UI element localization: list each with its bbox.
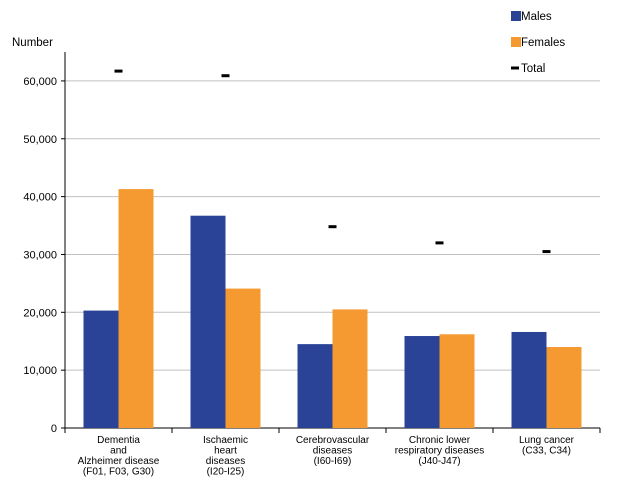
x-category-label: diseases	[206, 456, 245, 467]
x-category-label: and	[110, 446, 127, 457]
bar-males	[190, 215, 226, 428]
y-tick-label: 20,000	[23, 307, 57, 319]
x-category-label: Chronic lower	[409, 435, 471, 446]
x-category-label: Ischaemic	[203, 435, 248, 446]
marker-total	[221, 74, 230, 78]
x-category-label: (C33, C34)	[522, 446, 571, 457]
y-tick-label: 60,000	[23, 76, 57, 88]
legend-label-females: Females	[521, 37, 565, 49]
gridlines	[65, 80, 600, 371]
x-category-label: Lung cancer	[519, 435, 575, 446]
y-axis-label: Number	[12, 37, 53, 49]
y-axis-ticks: 0 10,000 20,000 30,000 40,000 50,000 60,000	[23, 76, 65, 435]
marker-total	[328, 225, 337, 229]
legend: Males Females Total	[511, 11, 565, 75]
legend-label-total: Total	[521, 63, 545, 75]
bar-females	[546, 347, 582, 428]
y-tick-label: 50,000	[23, 134, 57, 146]
legend-label-males: Males	[521, 11, 552, 23]
bar-females	[439, 334, 475, 428]
bar-males	[404, 336, 440, 428]
x-category-label: (I20-I25)	[207, 467, 245, 478]
y-tick-label: 40,000	[23, 192, 57, 204]
x-category-label: Cerebrovascular	[296, 435, 370, 446]
bar-males	[297, 344, 333, 428]
bar-females	[225, 288, 261, 428]
bar-females	[332, 309, 368, 428]
bar-males	[83, 310, 119, 428]
y-tick-label: 30,000	[23, 249, 57, 261]
x-category-label: diseases	[313, 446, 352, 457]
total-markers	[114, 69, 551, 254]
bar-males	[511, 331, 547, 428]
y-tick-label: 0	[51, 423, 57, 435]
marker-total	[542, 250, 551, 254]
bars	[83, 189, 582, 428]
x-category-label: heart	[214, 446, 237, 457]
marker-total	[114, 69, 123, 73]
legend-swatch-total	[511, 66, 519, 70]
legend-swatch-females	[511, 37, 521, 47]
x-category-label: respiratory diseases	[395, 446, 484, 457]
x-category-label: (J40-J47)	[418, 456, 460, 467]
marker-total	[435, 241, 444, 245]
x-category-label: Dementia	[97, 435, 140, 446]
x-category-label: Alzheimer disease	[78, 456, 160, 467]
x-category-label: (I60-I69)	[314, 456, 352, 467]
y-tick-label: 10,000	[23, 365, 57, 377]
bar-females	[118, 189, 154, 428]
x-category-label: (F01, F03, G30)	[83, 467, 154, 478]
legend-swatch-males	[511, 11, 521, 21]
